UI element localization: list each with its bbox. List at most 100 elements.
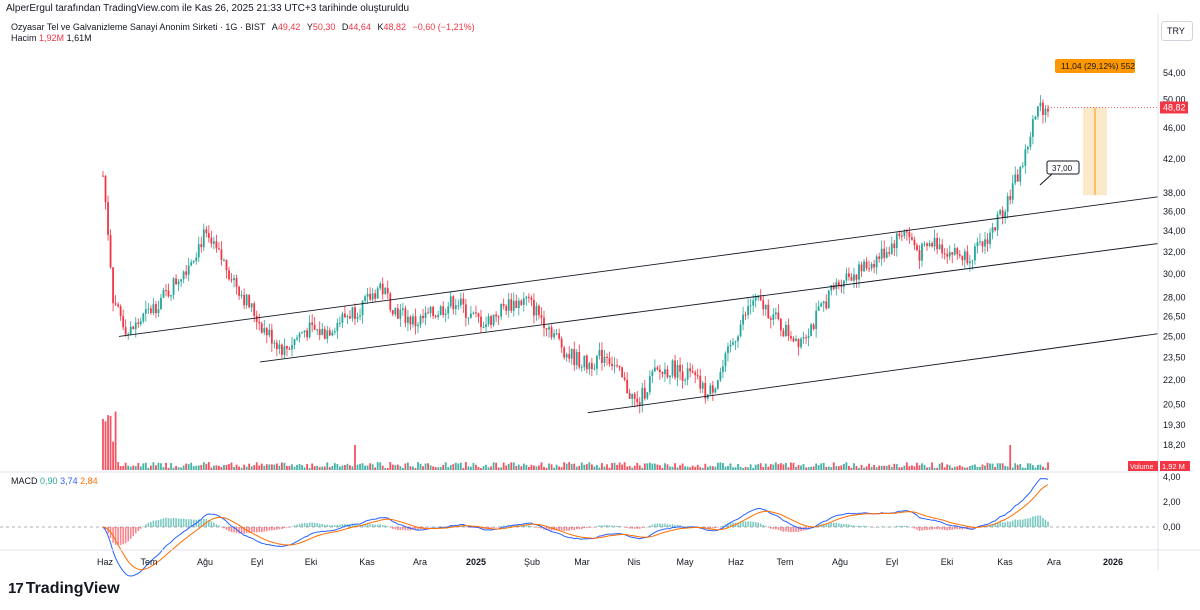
- macd-hist-bar: [152, 520, 155, 527]
- time-tick-label: Eki: [941, 557, 954, 567]
- volume-bar: [893, 463, 896, 470]
- macd-hist-bar: [933, 527, 936, 530]
- currency-button[interactable]: [1161, 21, 1193, 41]
- macd-hist-bar: [868, 526, 870, 528]
- candle-body: [699, 375, 702, 389]
- macd-hist-bar: [601, 525, 603, 527]
- volume-bar: [774, 462, 777, 470]
- volume-bar: [462, 467, 465, 470]
- time-tick-label: Nis: [628, 557, 641, 567]
- candle-body: [842, 280, 845, 287]
- candle-body: [888, 252, 891, 254]
- volume-bar: [895, 464, 898, 470]
- candle-body: [865, 261, 868, 269]
- time-tick-label: May: [676, 557, 694, 567]
- channel-line: [587, 333, 1159, 414]
- macd-hist-bar: [336, 524, 339, 527]
- volume-bar: [139, 466, 142, 470]
- volume-bar: [913, 466, 916, 470]
- volume-bar: [948, 465, 951, 470]
- volume-bar: [817, 465, 820, 470]
- candle-body: [326, 330, 329, 339]
- macd-hist-bar: [631, 527, 633, 529]
- candle-body: [187, 265, 190, 275]
- candle-body: [235, 278, 238, 287]
- volume-bar: [268, 464, 271, 470]
- volume-bar: [313, 466, 316, 470]
- volume-bar: [205, 463, 208, 470]
- volume-bar: [686, 466, 689, 470]
- price-tick-label: 32,00: [1163, 247, 1186, 257]
- candle-body: [767, 304, 770, 319]
- macd-hist-bar: [1029, 517, 1032, 527]
- volume-bar: [223, 464, 225, 470]
- volume-bar: [991, 463, 994, 470]
- candle-body: [323, 328, 326, 339]
- candle-body: [200, 244, 203, 248]
- macd-hist-bar: [1037, 515, 1039, 527]
- candle-body: [573, 349, 576, 366]
- candle-body: [192, 260, 195, 263]
- macd-hist-bar: [540, 527, 543, 529]
- candle-body: [790, 336, 792, 339]
- volume-legend: Hacim 1,92M 1,61M: [11, 33, 92, 43]
- macd-hist-bar: [548, 527, 550, 531]
- volume-bar: [439, 467, 442, 470]
- macd-hist-bar: [649, 525, 651, 527]
- macd-hist-bar: [140, 527, 142, 529]
- volume-bar: [968, 466, 971, 470]
- volume-bar: [764, 463, 767, 470]
- tradingview-mark-icon: 17: [8, 580, 24, 597]
- price-tick-label: 20,50: [1163, 399, 1186, 409]
- candle-body: [316, 329, 319, 331]
- candle-body: [900, 235, 903, 237]
- candle-body: [457, 305, 460, 307]
- volume-bar: [724, 466, 727, 470]
- volume-bar: [414, 467, 417, 470]
- volume-bar: [923, 464, 926, 470]
- macd-pane: 4,00 2,00 0,00: [0, 472, 1181, 577]
- volume-bar: [374, 467, 377, 470]
- candle-body: [953, 248, 956, 255]
- macd-hist-bar: [651, 524, 654, 527]
- volume-bar: [338, 466, 341, 470]
- macd-hist-bar: [354, 524, 356, 527]
- candle-body: [525, 296, 528, 299]
- volume-bar: [583, 464, 586, 470]
- macd-hist-bar: [351, 524, 354, 527]
- macd-hist-bar: [719, 526, 722, 528]
- candle-body: [855, 274, 858, 280]
- macd-hist-bar: [1011, 520, 1014, 527]
- volume-bar: [691, 465, 694, 470]
- candle-body: [885, 252, 888, 258]
- macd-hist-bar: [172, 517, 175, 527]
- candle-body: [328, 330, 331, 336]
- macd-hist-bar: [596, 526, 598, 527]
- candle-body: [820, 303, 823, 307]
- candle-body: [890, 243, 893, 254]
- macd-hist-bar: [323, 524, 326, 527]
- macd-hist-bar: [722, 525, 724, 527]
- volume-bar: [306, 463, 309, 470]
- volume-bar: [827, 466, 830, 470]
- candle-body: [1021, 165, 1024, 167]
- volume-bar: [1044, 467, 1047, 470]
- close-label: K: [377, 22, 384, 32]
- candle-body: [144, 309, 147, 314]
- macd-hist-bar: [732, 522, 734, 527]
- candle-body: [636, 398, 639, 403]
- candle-body: [568, 354, 571, 359]
- macd-hist-bar: [739, 522, 742, 527]
- volume-bar: [933, 467, 936, 470]
- candle-body: [507, 299, 510, 311]
- tradingview-logo[interactable]: 17 TradingView: [8, 580, 120, 597]
- volume-bar: [296, 464, 298, 470]
- candle-body: [971, 260, 974, 262]
- candle-body: [422, 315, 424, 319]
- candle-body: [238, 286, 240, 296]
- volume-bar: [835, 466, 838, 470]
- volume-bar: [989, 463, 991, 470]
- volume-bar: [187, 464, 190, 470]
- volume-bar: [671, 466, 674, 470]
